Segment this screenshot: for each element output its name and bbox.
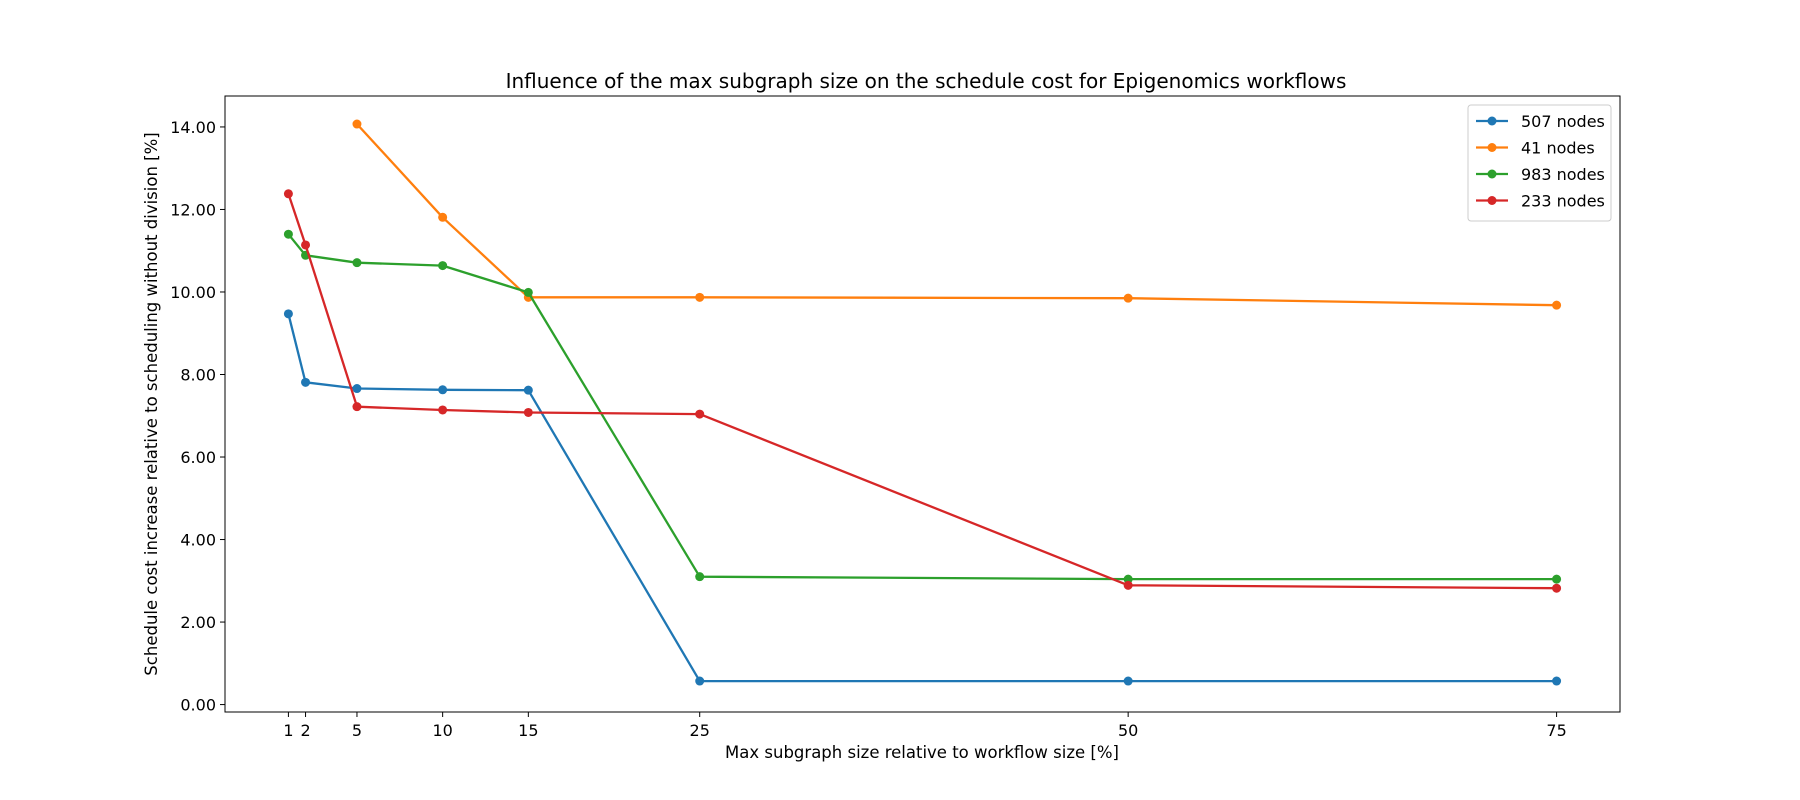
data-point-507-nodes (523, 385, 533, 395)
x-tick-label: 5 (352, 721, 362, 740)
data-point-507-nodes (283, 309, 293, 319)
data-point-233-nodes (523, 407, 533, 417)
x-tick-label: 50 (1118, 721, 1138, 740)
series-layer (283, 119, 1562, 686)
series-line-983-nodes (287, 233, 1557, 581)
data-point-233-nodes (1552, 583, 1562, 593)
legend-marker (1487, 196, 1497, 205)
legend-label: 507 nodes (1521, 112, 1605, 131)
data-point-41-nodes (1123, 293, 1133, 303)
x-axis-title: Max subgraph size relative to workflow s… (725, 743, 1119, 762)
x-tick-label: 2 (300, 721, 310, 740)
data-point-983-nodes (523, 287, 533, 297)
legend-marker (1487, 169, 1497, 179)
y-tick-label: 4.00 (180, 531, 216, 550)
data-point-41-nodes (1552, 300, 1562, 310)
y-tick-label: 14.00 (170, 118, 216, 137)
legend-marker (1487, 143, 1497, 152)
x-tick-label: 15 (518, 721, 538, 740)
data-point-233-nodes (283, 189, 293, 199)
x-tick-label: 75 (1546, 721, 1566, 740)
legend-marker (1487, 116, 1497, 126)
x-tick-label: 25 (690, 721, 710, 740)
y-tick-label: 10.00 (170, 283, 216, 302)
legend: 507 nodes 41 nodes 983 nodes 233 nodes (1467, 104, 1612, 222)
data-point-983-nodes (352, 258, 362, 268)
data-point-507-nodes (695, 676, 705, 686)
data-point-507-nodes (1552, 676, 1562, 686)
y-tick-label: 12.00 (170, 200, 216, 219)
y-tick-label: 6.00 (180, 448, 216, 467)
data-point-41-nodes (695, 292, 705, 302)
data-point-983-nodes (1552, 574, 1562, 584)
y-tick-label: 2.00 (180, 613, 216, 632)
data-point-507-nodes (301, 377, 311, 387)
legend-box (1467, 104, 1612, 222)
data-point-983-nodes (283, 229, 293, 239)
data-point-507-nodes (438, 385, 448, 395)
legend-label: 233 nodes (1521, 192, 1605, 211)
data-point-983-nodes (438, 261, 448, 271)
data-point-233-nodes (438, 405, 448, 415)
y-axis-title: Schedule cost increase relative to sched… (142, 132, 161, 675)
series-line-41-nodes (356, 123, 1557, 307)
x-axis: 1 2 5 10 15 25 50 75 (283, 712, 1567, 740)
data-point-507-nodes (352, 384, 362, 394)
series-line-233-nodes (287, 193, 1557, 590)
data-point-41-nodes (438, 212, 448, 222)
data-point-233-nodes (352, 402, 362, 412)
x-tick-label: 1 (283, 721, 293, 740)
x-tick-label: 10 (432, 721, 452, 740)
legend-label: 983 nodes (1521, 165, 1605, 184)
y-tick-label: 8.00 (180, 365, 216, 384)
chart-title: Influence of the max subgraph size on th… (506, 69, 1347, 93)
data-point-983-nodes (695, 572, 705, 582)
data-point-233-nodes (301, 240, 311, 250)
legend-label: 41 nodes (1521, 139, 1595, 158)
data-point-507-nodes (1123, 676, 1133, 686)
y-axis: 0.00 2.00 4.00 6.00 8.00 10.00 12.00 14.00 (170, 118, 225, 715)
data-point-233-nodes (695, 409, 705, 419)
series-line-507-nodes (287, 313, 1557, 683)
plot-area (224, 95, 1621, 713)
data-point-233-nodes (1123, 580, 1133, 590)
data-point-41-nodes (352, 119, 362, 129)
data-point-983-nodes (1123, 574, 1133, 584)
y-tick-label: 0.00 (180, 696, 216, 715)
